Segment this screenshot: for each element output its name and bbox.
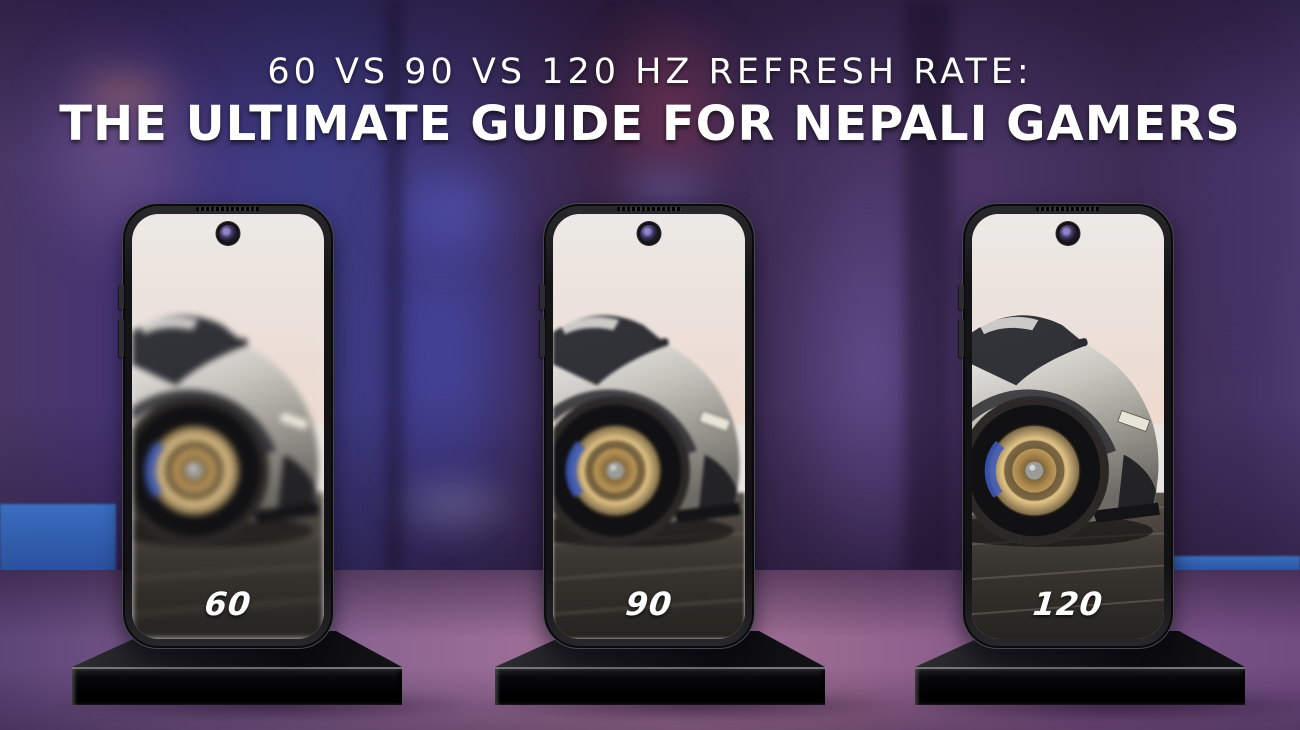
title-subtitle: 60 VS 90 VS 120 HZ REFRESH RATE: xyxy=(267,52,1033,92)
mario-eyes xyxy=(600,160,730,220)
stage-floor xyxy=(0,570,1300,730)
stage-pillar xyxy=(386,0,402,574)
sonic-head xyxy=(370,150,530,270)
stage-pillar xyxy=(905,0,951,574)
blue-wall-panel xyxy=(1143,556,1300,574)
mario-figure xyxy=(585,0,755,220)
halo-visor xyxy=(70,70,180,118)
title-block: 60 VS 90 VS 120 HZ REFRESH RATE: THE ULT… xyxy=(0,52,1300,152)
soldier-figure xyxy=(1160,30,1300,360)
page-title: THE ULTIMATE GUIDE FOR NEPALI GAMERS xyxy=(59,96,1241,152)
blue-wall-panel xyxy=(0,504,116,574)
sonic-shoes xyxy=(380,470,530,540)
fighter-figure xyxy=(770,150,970,580)
